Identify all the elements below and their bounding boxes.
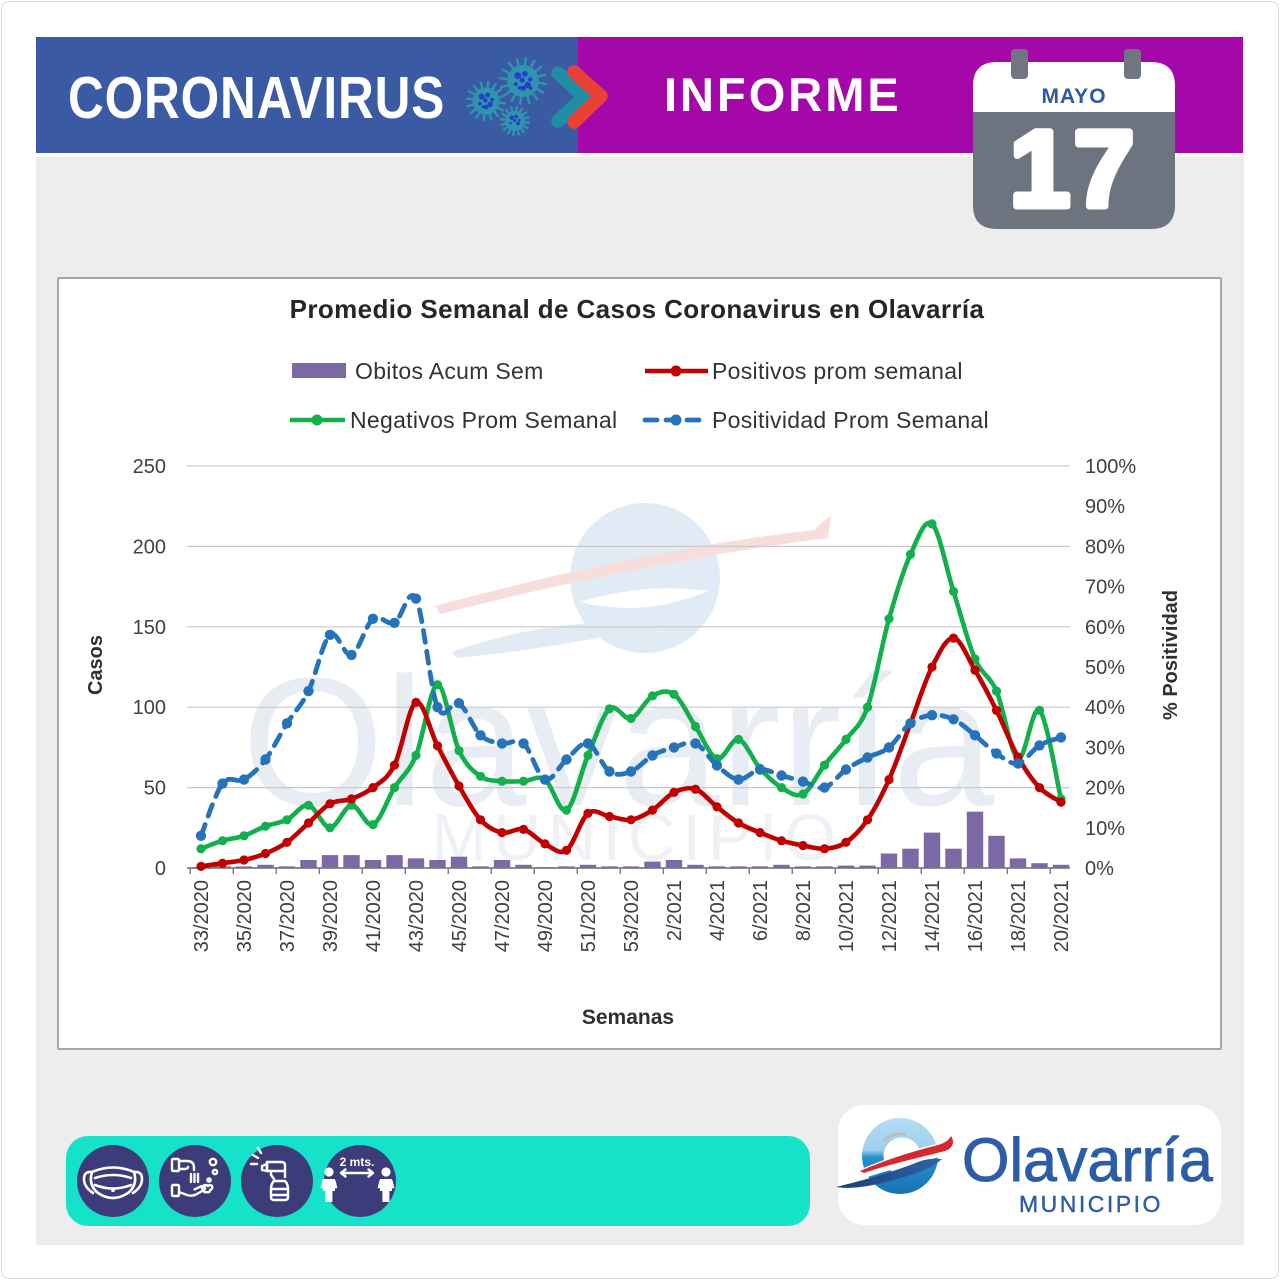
svg-text:Promedio Semanal de Casos Coro: Promedio Semanal de Casos Coronavirus en… [290, 294, 985, 324]
svg-text:49/2020: 49/2020 [535, 880, 557, 952]
svg-text:6/2021: 6/2021 [750, 880, 772, 941]
svg-text:80%: 80% [1085, 536, 1125, 558]
svg-text:200: 200 [133, 536, 166, 558]
svg-text:20%: 20% [1085, 778, 1125, 800]
svg-text:70%: 70% [1085, 577, 1125, 599]
svg-text:0: 0 [155, 858, 166, 880]
svg-text:100%: 100% [1085, 456, 1136, 478]
svg-text:Positivos prom semanal: Positivos prom semanal [712, 358, 963, 384]
svg-text:Olavarría: Olavarría [242, 639, 995, 844]
svg-text:14/2021: 14/2021 [922, 880, 944, 952]
svg-text:51/2020: 51/2020 [578, 880, 600, 952]
svg-text:37/2020: 37/2020 [277, 880, 299, 952]
svg-text:20/2021: 20/2021 [1051, 880, 1073, 952]
svg-text:CORONAVIRUS: CORONAVIRUS [68, 65, 445, 131]
svg-text:40%: 40% [1085, 697, 1125, 719]
svg-text:MAYO: MAYO [1041, 85, 1106, 108]
svg-text:2/2021: 2/2021 [664, 880, 686, 941]
svg-text:50%: 50% [1085, 657, 1125, 679]
svg-text:10%: 10% [1085, 818, 1125, 840]
svg-text:10/2021: 10/2021 [836, 880, 858, 952]
svg-text:0%: 0% [1085, 858, 1114, 880]
svg-text:18/2021: 18/2021 [1008, 880, 1030, 952]
svg-text:Semanas: Semanas [582, 1006, 674, 1029]
svg-text:43/2020: 43/2020 [406, 880, 428, 952]
svg-text:% Positividad: % Positividad [1160, 590, 1182, 720]
svg-text:2 mts.: 2 mts. [340, 1155, 375, 1169]
svg-text:60%: 60% [1085, 617, 1125, 639]
svg-text:16/2021: 16/2021 [965, 880, 987, 952]
svg-text:35/2020: 35/2020 [234, 880, 256, 952]
svg-text:12/2021: 12/2021 [879, 880, 901, 952]
svg-text:90%: 90% [1085, 496, 1125, 518]
svg-text:Positividad Prom Semanal: Positividad Prom Semanal [712, 407, 989, 433]
svg-text:Casos: Casos [85, 635, 107, 695]
svg-text:17: 17 [1010, 108, 1138, 229]
svg-text:45/2020: 45/2020 [449, 880, 471, 952]
svg-text:INFORME: INFORME [664, 68, 902, 121]
svg-text:4/2021: 4/2021 [707, 880, 729, 941]
svg-text:Negativos Prom Semanal: Negativos Prom Semanal [350, 407, 617, 433]
svg-text:33/2020: 33/2020 [191, 880, 213, 952]
svg-text:39/2020: 39/2020 [320, 880, 342, 952]
svg-text:100: 100 [133, 697, 166, 719]
svg-text:53/2020: 53/2020 [621, 880, 643, 952]
svg-text:Olavarría: Olavarría [962, 1126, 1213, 1194]
svg-text:30%: 30% [1085, 737, 1125, 759]
svg-text:Obitos Acum Sem: Obitos Acum Sem [355, 358, 544, 384]
svg-text:41/2020: 41/2020 [363, 880, 385, 952]
svg-text:150: 150 [133, 617, 166, 639]
svg-text:250: 250 [133, 456, 166, 478]
svg-text:8/2021: 8/2021 [793, 880, 815, 941]
svg-text:50: 50 [144, 778, 166, 800]
svg-text:47/2020: 47/2020 [492, 880, 514, 952]
svg-text:MUNICIPIO: MUNICIPIO [1019, 1191, 1163, 1217]
